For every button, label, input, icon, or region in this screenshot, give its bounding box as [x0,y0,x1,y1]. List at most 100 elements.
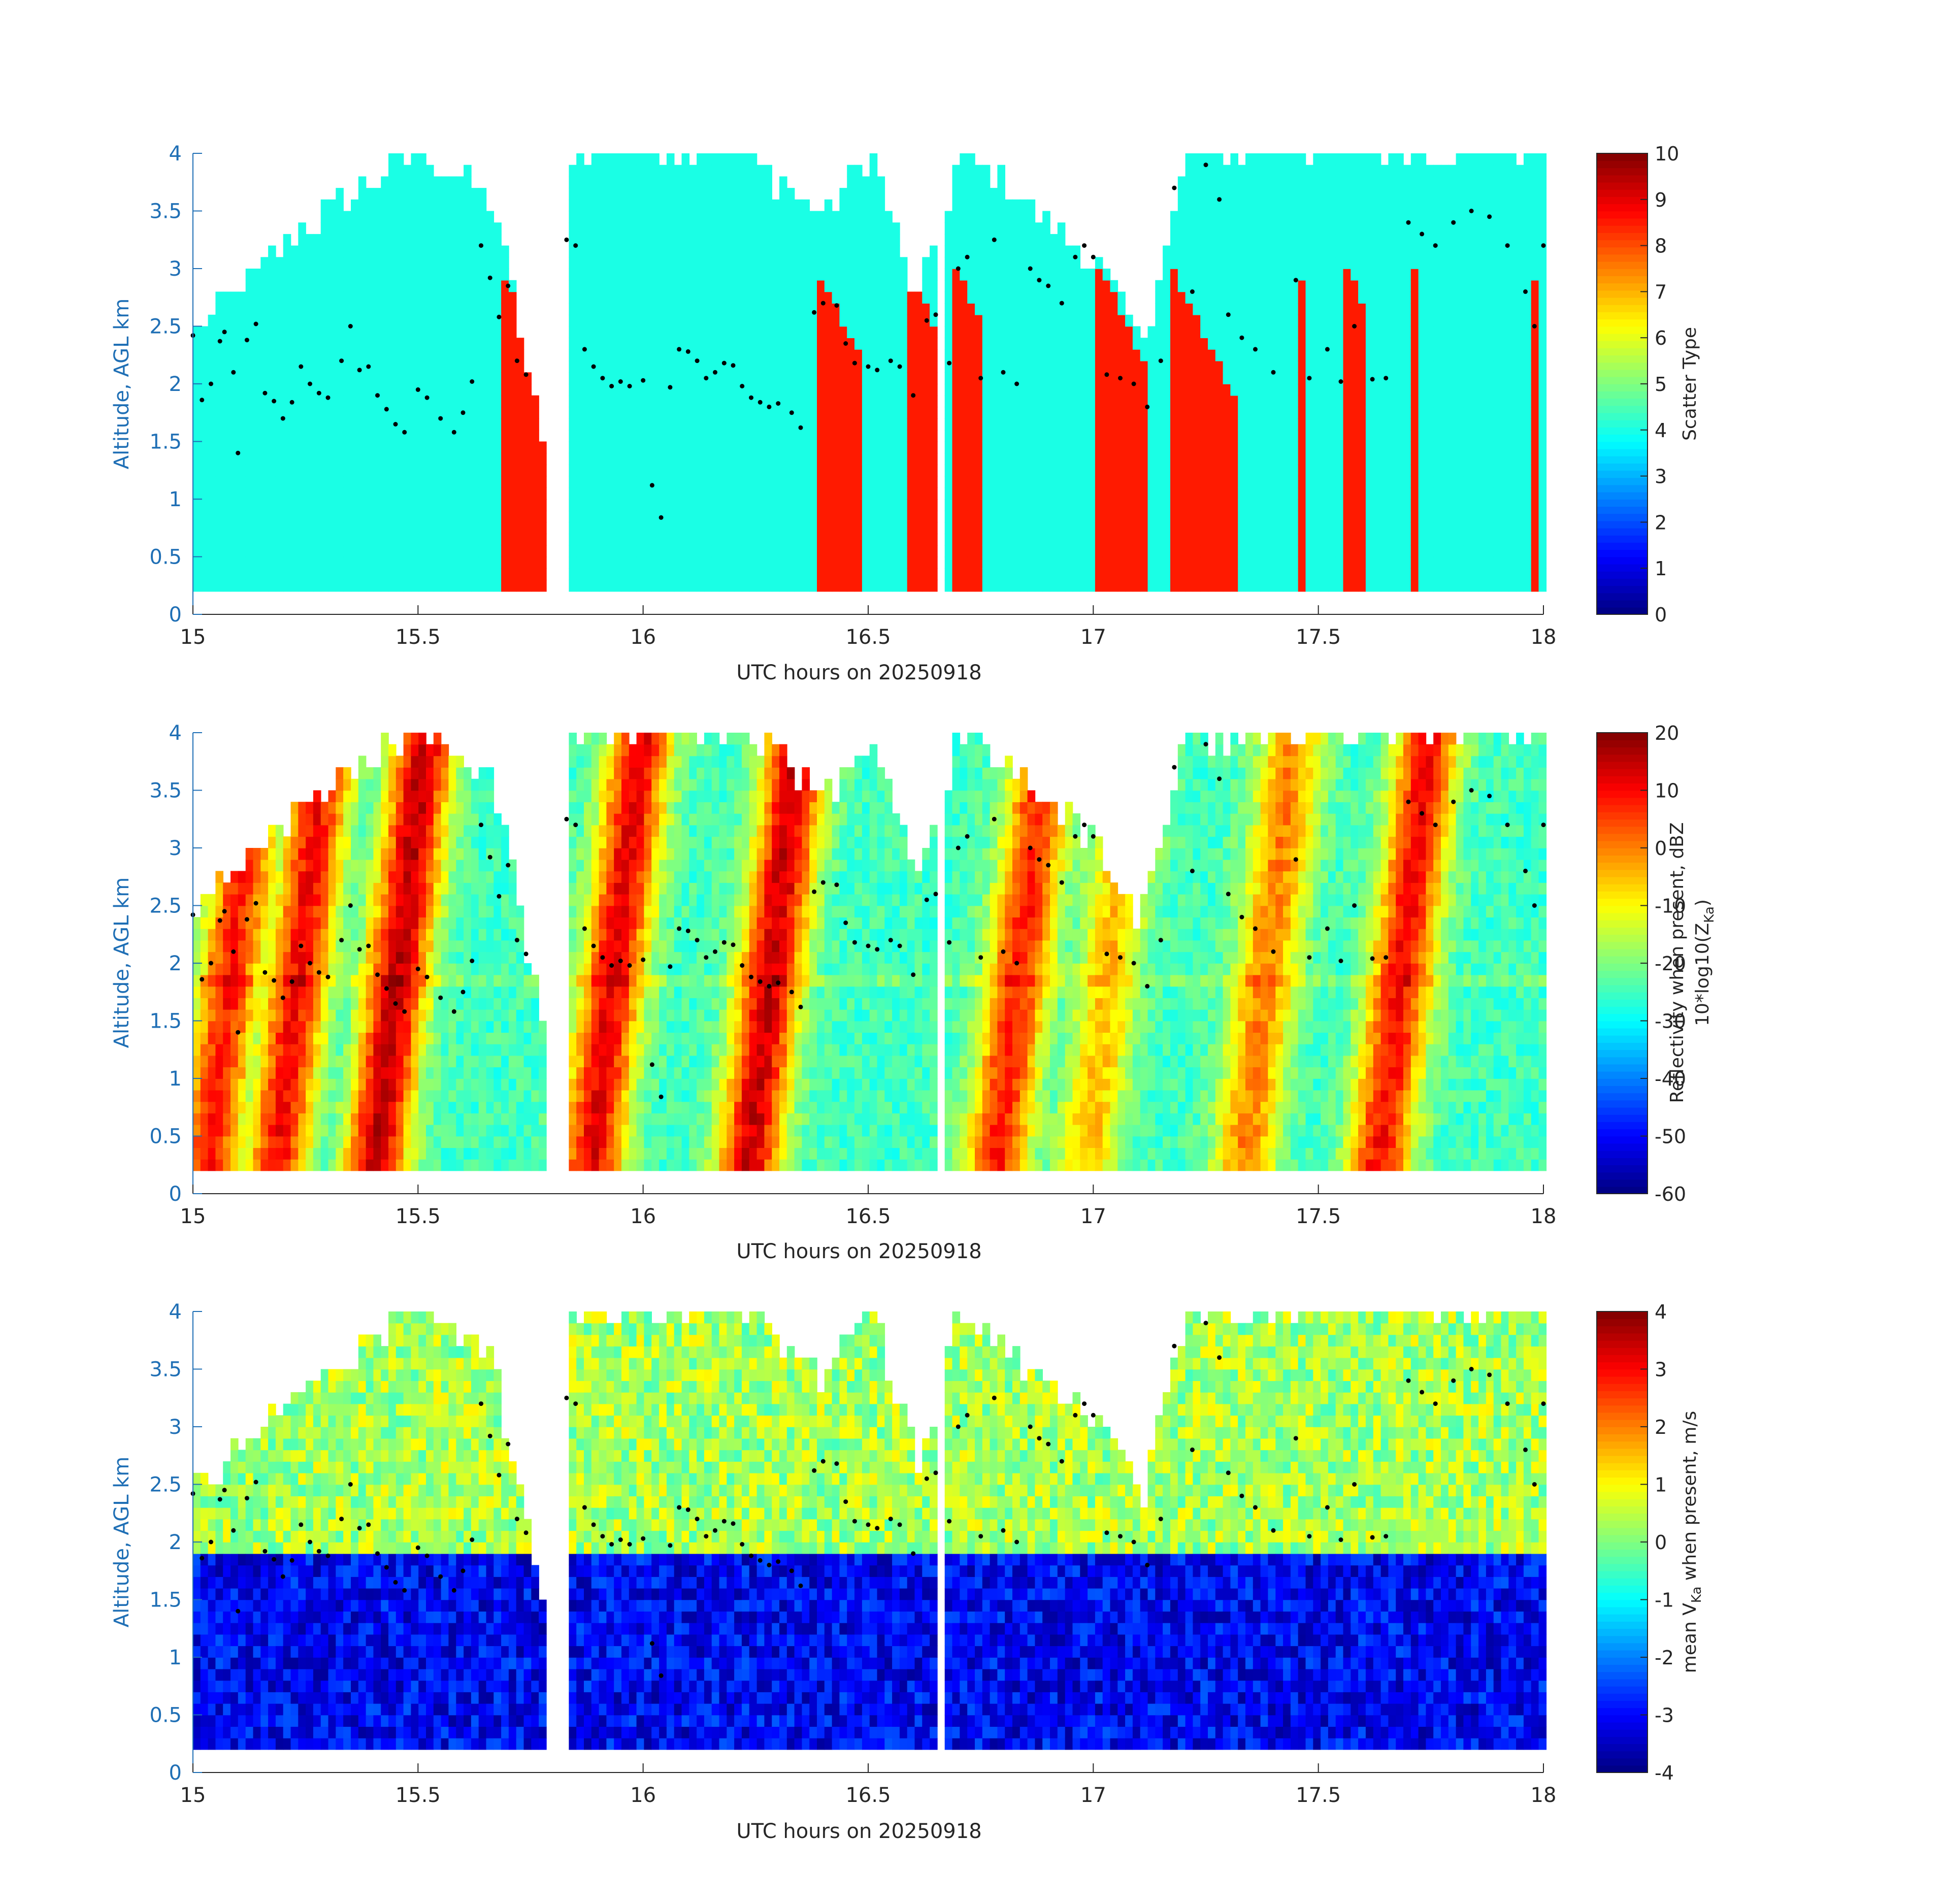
heatmap-cell [486,430,495,442]
heatmap-cell [531,545,539,557]
heatmap-cell [1117,499,1126,511]
heatmap-cell [659,556,667,569]
heatmap-cell [697,257,705,269]
heatmap-cell [659,534,667,546]
heatmap-cell [456,303,464,315]
heatmap-cell [719,245,728,258]
heatmap-cell [1275,234,1283,246]
heatmap-cell [1321,372,1329,384]
heatmap-cell [283,395,291,408]
heatmap-cell [1290,360,1299,373]
heatmap-cell [1215,257,1224,269]
heatmap-cell [456,487,464,500]
heatmap-cell [1117,476,1126,488]
heatmap-cell [892,499,900,511]
heatmap-cell [381,211,389,223]
heatmap-cell [366,418,374,431]
heatmap-cell [802,360,810,373]
heatmap-cell [809,464,817,477]
heatmap-cell [464,579,472,592]
heatmap-cell [892,303,900,315]
heatmap-cell [418,453,426,465]
heatmap-cell [1283,245,1291,258]
heatmap-cell [779,418,787,431]
heatmap-cell [869,453,878,465]
heatmap-cell [997,510,1005,523]
heatmap-cell [478,453,487,465]
heatmap-cell [749,338,758,350]
heatmap-cell [930,360,938,373]
heatmap-cell [1290,418,1299,431]
heatmap-cell [358,499,367,511]
heatmap-cell [869,534,878,546]
heatmap-cell [967,522,975,534]
heatmap-cell [456,269,464,281]
heatmap-cell [576,476,584,488]
heatmap-cell [727,269,735,281]
heatmap-cell [824,199,833,212]
heatmap-cell [1290,395,1299,408]
heatmap-cell [749,430,758,442]
heatmap-cell [809,257,817,269]
heatmap-cell [576,487,584,500]
heatmap-cell [779,522,787,534]
heatmap-cell [215,499,223,511]
heatmap-cell [433,522,442,534]
heatmap-cell [1230,499,1238,511]
heatmap-cell [1088,464,1096,477]
heatmap-cell [1223,234,1231,246]
heatmap-cell [1253,234,1261,246]
heatmap-cell [824,453,833,465]
heatmap-cell [704,464,712,477]
heatmap-cell [193,510,201,523]
heatmap-cell [629,510,637,523]
heatmap-cell [591,291,600,304]
heatmap-cell [290,280,299,292]
heatmap-cell [614,568,622,580]
heatmap-cell [1260,360,1269,373]
heatmap-cell [1005,395,1013,408]
heatmap-cell [576,395,584,408]
heatmap-cell [366,326,374,338]
heatmap-cell [1042,349,1050,362]
heatmap-cell [764,280,772,292]
heatmap-cell [892,464,900,477]
heatmap-cell [576,360,584,373]
heatmap-cell [1012,314,1021,327]
heatmap-cell [884,556,893,569]
heatmap-cell [1102,360,1111,373]
heatmap-cell [388,165,397,177]
heatmap-cell [358,222,367,235]
heatmap-cell [756,545,765,557]
heatmap-cell [914,464,923,477]
heatmap-cell [1177,257,1186,269]
heatmap-cell [727,430,735,442]
heatmap-cell [486,510,495,523]
heatmap-cell [1328,384,1336,396]
heatmap-cell [869,291,878,304]
heatmap-cell [824,257,833,269]
heatmap-cell [689,568,697,580]
heatmap-cell [336,384,344,396]
heatmap-cell [298,372,306,384]
heatmap-cell [794,338,803,350]
heatmap-cell [591,303,600,315]
heatmap-cell [1072,384,1081,396]
heatmap-cell [260,257,269,269]
heatmap-cell [697,568,705,580]
heatmap-cell [1088,556,1096,569]
heatmap-cell [1042,534,1050,546]
heatmap-cell [817,372,825,384]
heatmap-cell [1253,291,1261,304]
heatmap-cell [456,257,464,269]
heatmap-cell [260,510,269,523]
heatmap-cell [614,338,622,350]
heatmap-cell [1245,257,1254,269]
heatmap-cell [832,510,840,523]
heatmap-cell [719,487,728,500]
heatmap-cell [862,430,870,442]
heatmap-cell [930,453,938,465]
heatmap-cell [681,245,690,258]
heatmap-cell [223,407,231,419]
heatmap-cell [336,418,344,431]
